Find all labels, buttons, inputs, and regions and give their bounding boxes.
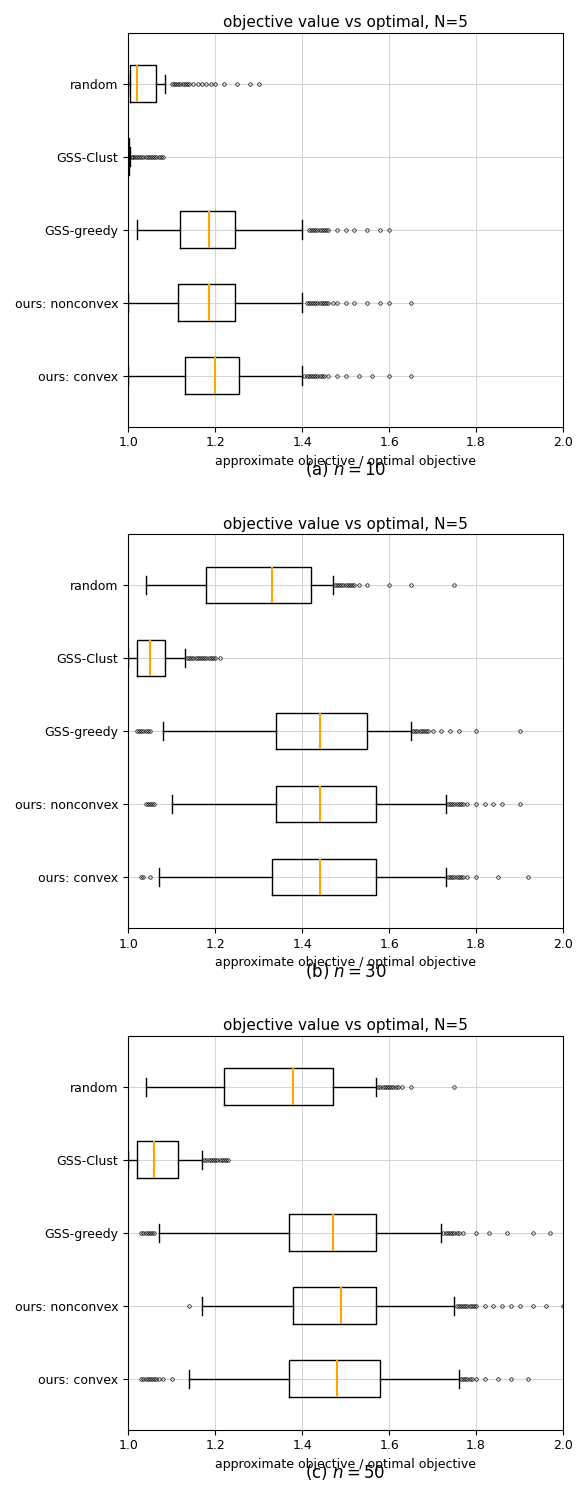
Title: objective value vs optimal, N=5: objective value vs optimal, N=5	[223, 15, 468, 30]
Text: (b) $n = 30$: (b) $n = 30$	[305, 961, 386, 981]
Title: objective value vs optimal, N=5: objective value vs optimal, N=5	[223, 1018, 468, 1033]
Text: (a) $n = 10$: (a) $n = 10$	[305, 459, 386, 480]
X-axis label: approximate objective / optimal objective: approximate objective / optimal objectiv…	[215, 1458, 476, 1471]
X-axis label: approximate objective / optimal objective: approximate objective / optimal objectiv…	[215, 957, 476, 969]
Title: objective value vs optimal, N=5: objective value vs optimal, N=5	[223, 517, 468, 532]
Text: (c) $n = 50$: (c) $n = 50$	[305, 1462, 386, 1483]
X-axis label: approximate objective / optimal objective: approximate objective / optimal objectiv…	[215, 455, 476, 468]
